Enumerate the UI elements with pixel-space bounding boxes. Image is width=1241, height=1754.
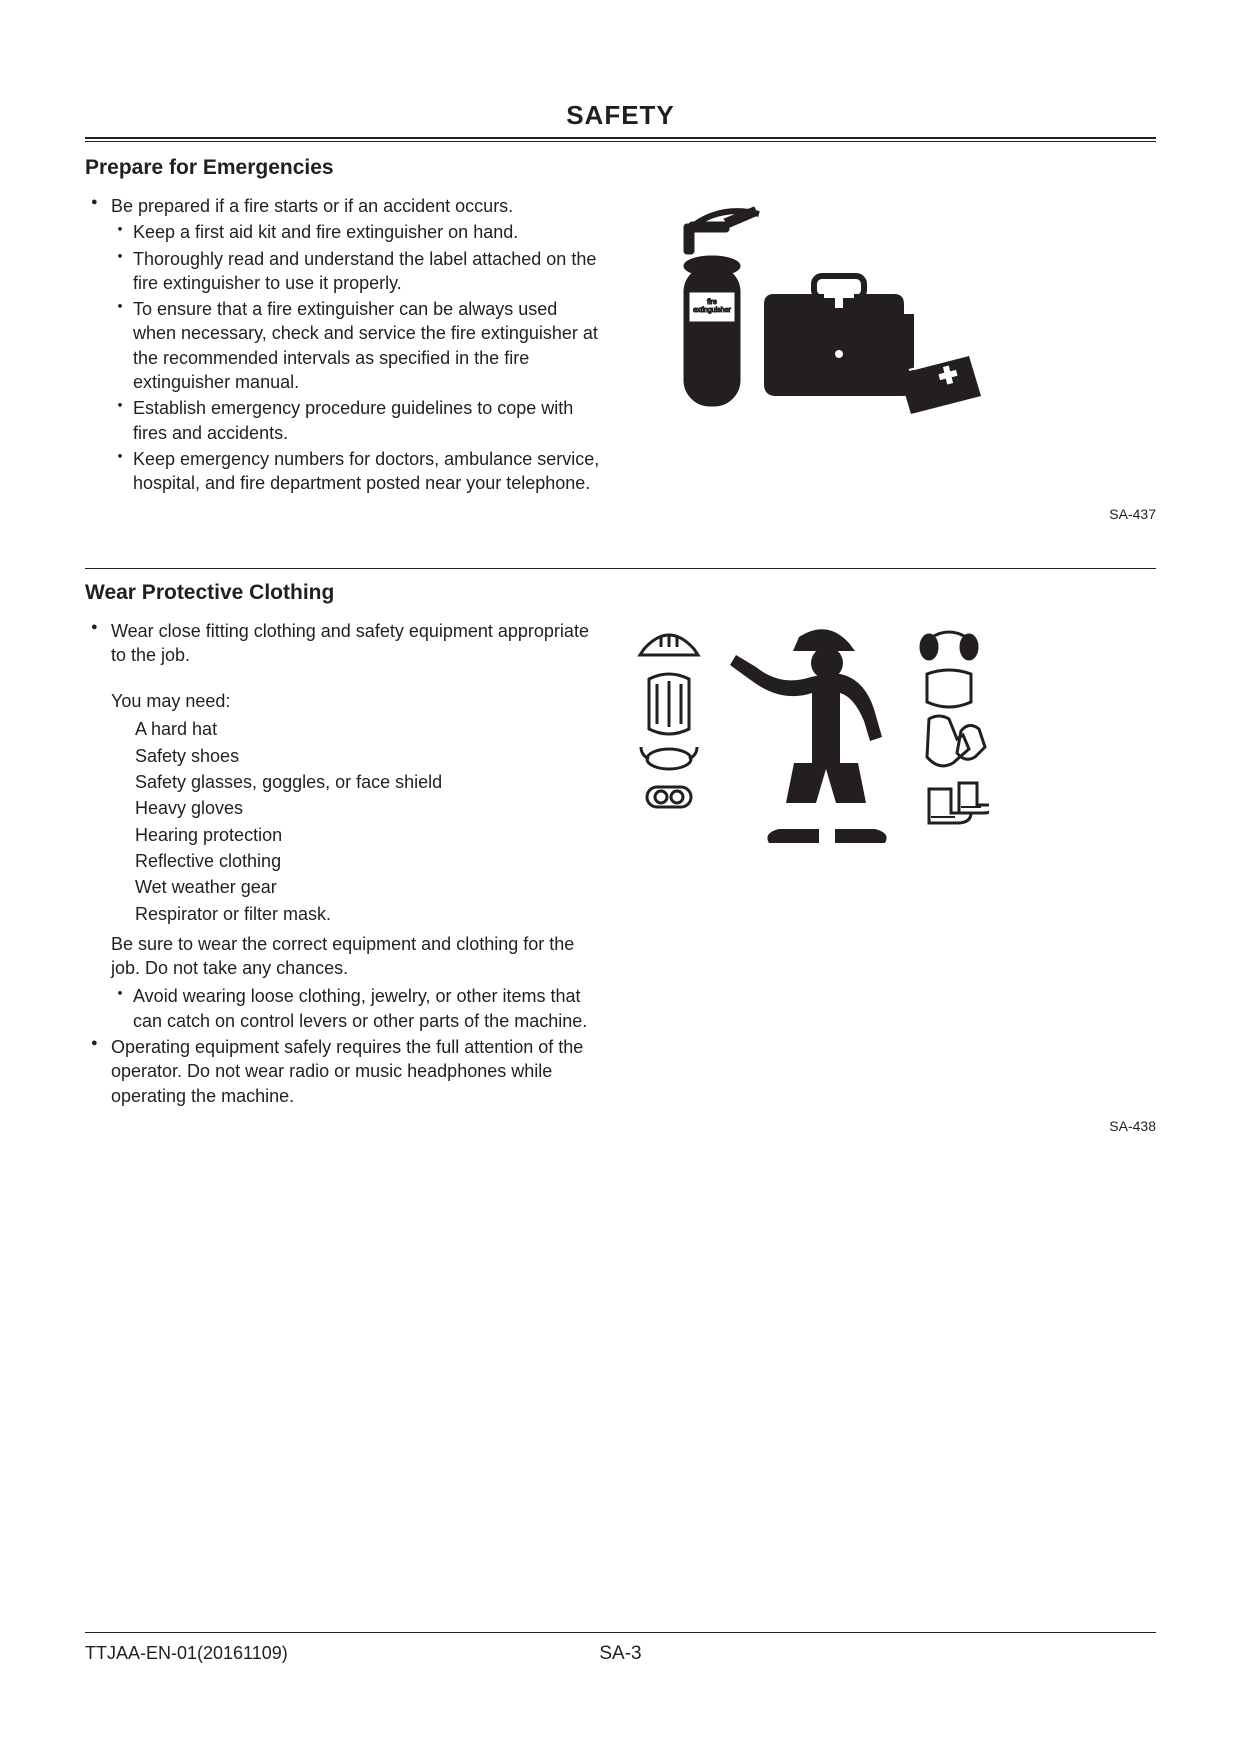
section1-figure: fire extinguisher <box>629 194 1156 498</box>
section2-bullet1: Wear close fitting clothing and safety e… <box>85 619 605 1033</box>
need-list: A hard hat Safety shoes Safety glasses, … <box>111 717 605 925</box>
page-title: SAFETY <box>85 100 1156 137</box>
section2-heading: Wear Protective Clothing <box>85 581 1156 605</box>
fig1-caption: SA-437 <box>1109 506 1156 522</box>
section2-text: Wear close fitting clothing and safety e… <box>85 619 605 1110</box>
need-item: A hard hat <box>135 717 605 741</box>
need-item: Reflective clothing <box>135 849 605 873</box>
section1-item: Keep emergency numbers for doctors, ambu… <box>111 447 605 496</box>
bullet-text: Be prepared if a fire starts or if an ac… <box>111 196 513 216</box>
section1-item: Thoroughly read and understand the label… <box>111 247 605 296</box>
need-item: Respirator or filter mask. <box>135 902 605 926</box>
section1-bullet: Be prepared if a fire starts or if an ac… <box>85 194 605 496</box>
after-list: Be sure to wear the correct equipment an… <box>111 932 605 981</box>
need-item: Safety glasses, goggles, or face shield <box>135 770 605 794</box>
svg-text:extinguisher: extinguisher <box>693 307 731 314</box>
section-emergencies: Prepare for Emergencies Be prepared if a… <box>85 156 1156 498</box>
section2-figure: SA-438 <box>629 619 1156 1110</box>
section1-item: To ensure that a fire extinguisher can b… <box>111 297 605 394</box>
section2-subitem: Avoid wearing loose clothing, jewelry, o… <box>111 984 605 1033</box>
need-item: Safety shoes <box>135 744 605 768</box>
section-rule <box>85 568 1156 569</box>
emergency-supplies-icon: fire extinguisher <box>629 194 989 434</box>
bullet-text: Wear close fitting clothing and safety e… <box>111 621 589 665</box>
section1-item: Keep a first aid kit and fire extinguish… <box>111 220 605 244</box>
page-footer: TTJAA-EN-01(20161109) SA-3 <box>85 1632 1156 1664</box>
need-item: Heavy gloves <box>135 796 605 820</box>
section1-heading: Prepare for Emergencies <box>85 156 1156 180</box>
section2-bullet2: Operating equipment safely requires the … <box>85 1035 605 1108</box>
title-rule <box>85 137 1156 142</box>
ppe-icon <box>629 619 989 849</box>
section1-item: Establish emergency procedure guidelines… <box>111 396 605 445</box>
section-clothing: Wear Protective Clothing Wear close fitt… <box>85 568 1156 1110</box>
need-item: Wet weather gear <box>135 875 605 899</box>
footer-page-number: SA-3 <box>85 1643 1156 1665</box>
svg-text:fire: fire <box>707 299 717 306</box>
fig2-caption: SA-438 <box>1109 1118 1156 1134</box>
section1-text: Be prepared if a fire starts or if an ac… <box>85 194 605 498</box>
need-item: Hearing protection <box>135 823 605 847</box>
need-intro: You may need: <box>111 689 605 713</box>
